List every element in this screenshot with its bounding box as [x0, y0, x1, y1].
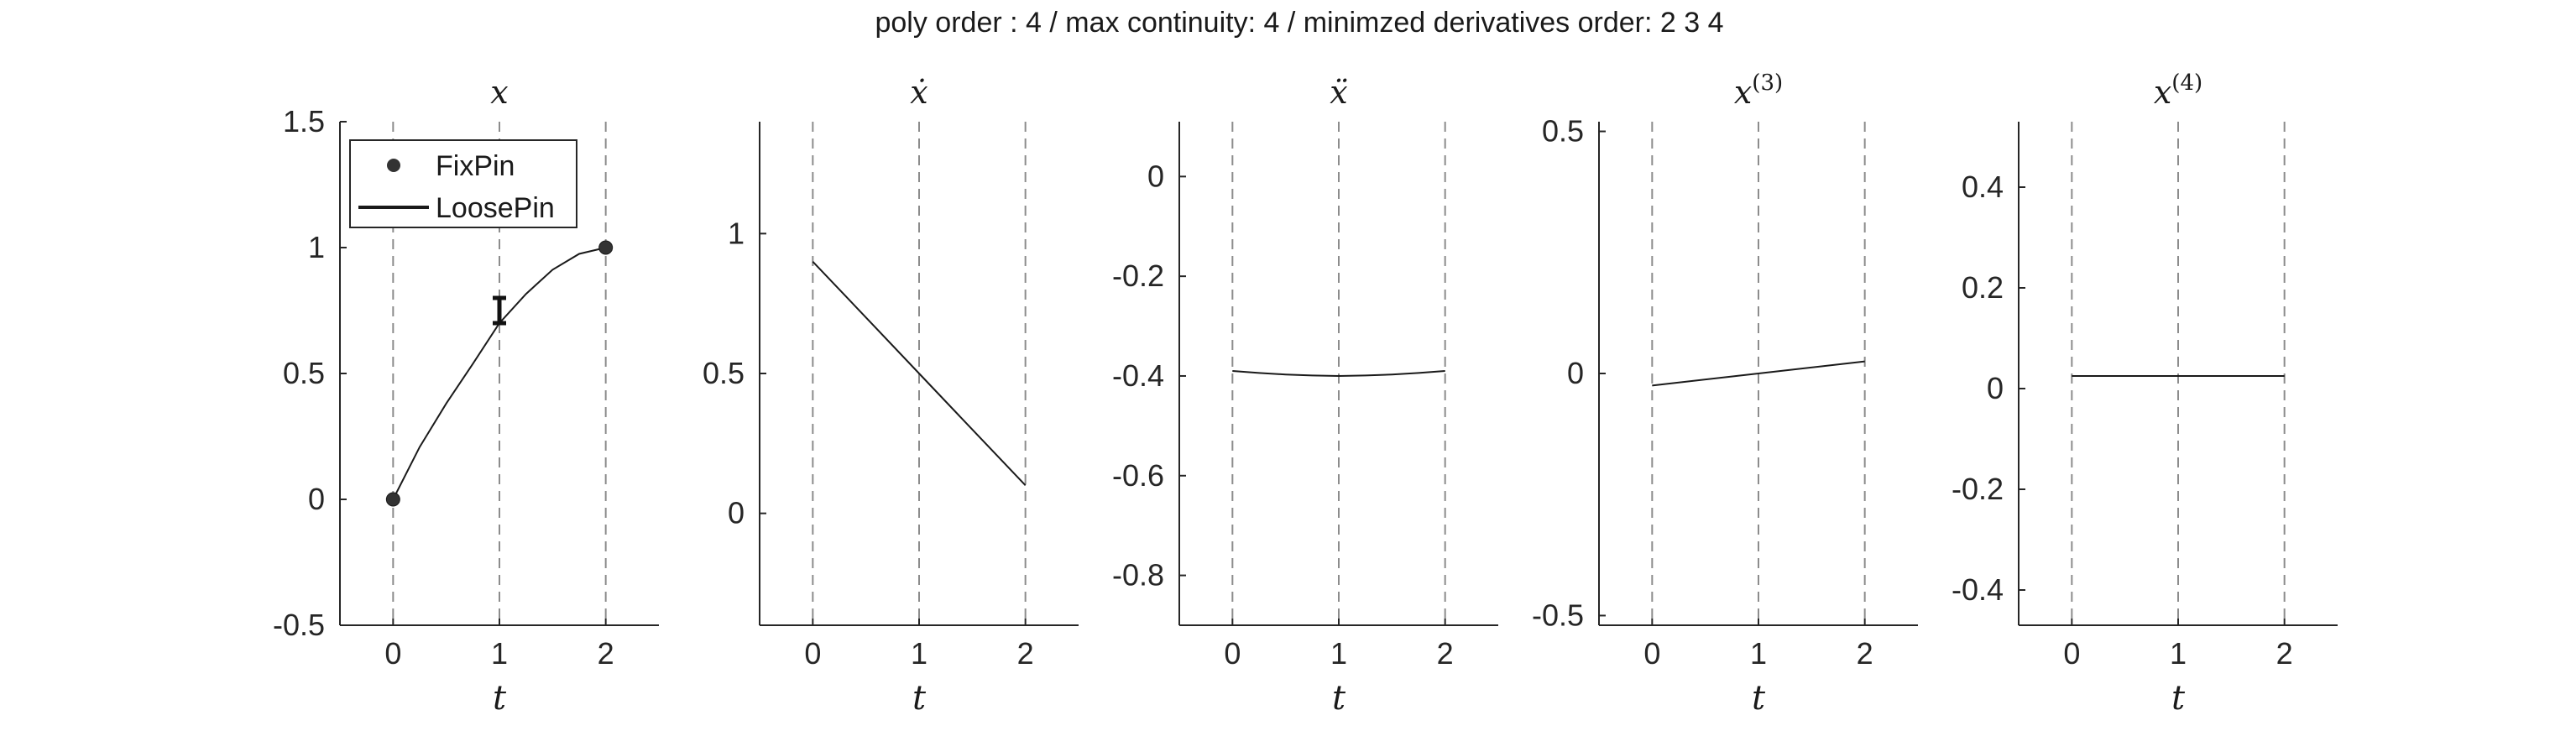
subplot-3: 0 1 2 0 -0.2 -0.4 -0.6 -0.8 t ẍ [1112, 74, 1498, 718]
y-tick-label: -0.4 [1952, 572, 2004, 607]
y-tick-label: 0 [1567, 356, 1584, 390]
subplot-1: 0 1 2 -0.5 0 0.5 1 1.5 t x FixPin LoosePin [273, 74, 659, 718]
legend-label: LoosePin [436, 192, 555, 224]
y-tick-label: 0 [1987, 371, 2004, 405]
subplot-title-main: x [490, 74, 508, 111]
y-tick-label: -0.5 [1532, 598, 1584, 632]
x-axis-label: t [2171, 679, 2186, 718]
y-tick-label: 0.2 [1962, 270, 2004, 305]
x-axis-label: t [1332, 679, 1346, 718]
y-tick-label: -0.8 [1112, 558, 1164, 593]
x-axis-label: t [912, 679, 927, 718]
y-tick-label: -0.2 [1112, 258, 1164, 293]
x-tick-label: 2 [1017, 636, 1034, 671]
subplot-title: ẋ [910, 74, 927, 111]
x-tick-label: 0 [804, 636, 821, 671]
series-line-1 [1652, 360, 1865, 387]
subplot-title-superscript: (4) [2171, 70, 2202, 96]
y-tick-label: 1 [308, 230, 325, 264]
y-tick-label: -0.4 [1112, 358, 1164, 393]
x-tick-label: 2 [1857, 636, 1873, 671]
x-axis-label: t [493, 679, 507, 718]
y-tick-label: -0.6 [1112, 458, 1164, 493]
series-line-1 [812, 261, 1027, 486]
subplot-2: 0 1 2 0 0.5 1 t ẋ [703, 74, 1079, 718]
y-tick-label: 0 [308, 482, 325, 516]
y-tick-label: -0.2 [1952, 472, 2004, 506]
subplot-5: 0 1 2 0.4 0.2 0 -0.2 -0.4 t x(4) [1952, 70, 2338, 718]
subplots: 0 1 2 -0.5 0 0.5 1 1.5 t x FixPin LoosePin 0 1 2 0 0.5 1 t… [273, 70, 2338, 718]
x-tick-label: 0 [1643, 636, 1660, 671]
subplot-title-superscript: (3) [1752, 70, 1783, 96]
figure-title: poly order : 4 / max continuity: 4 / min… [875, 7, 1723, 39]
y-tick-label: 0.5 [1542, 114, 1584, 149]
legend-marker-dot [387, 159, 400, 172]
data-point-1 [385, 492, 400, 507]
y-tick-label: -0.5 [273, 608, 325, 642]
x-axis-label: t [1752, 679, 1766, 718]
legend-label: FixPin [436, 150, 515, 182]
x-tick-label: 1 [2170, 636, 2187, 671]
subplot-title-main: x [1734, 74, 1752, 111]
x-tick-label: 0 [2063, 636, 2080, 671]
y-tick-label: 0 [728, 496, 745, 530]
legend-box [349, 139, 577, 228]
x-tick-label: 1 [1330, 636, 1347, 671]
y-tick-label: 0 [1147, 159, 1164, 193]
y-tick-label: 0.5 [703, 356, 745, 390]
x-tick-label: 1 [911, 636, 927, 671]
subplot-title-main: ẍ [1330, 74, 1347, 111]
x-tick-label: 1 [1750, 636, 1767, 671]
data-point-2 [598, 240, 614, 255]
y-tick-label: 1 [728, 216, 745, 250]
subplot-title: x [490, 74, 508, 111]
y-tick-label: 0.5 [283, 356, 325, 390]
subplot-4: 0 1 2 0.5 0 -0.5 t x(3) [1532, 70, 1918, 718]
x-tick-label: 2 [2276, 636, 2293, 671]
y-tick-label: 0.4 [1962, 170, 2004, 204]
x-tick-label: 0 [1224, 636, 1241, 671]
legend: FixPin LoosePin [349, 139, 577, 228]
series-line-1 [1232, 370, 1445, 378]
subplot-title-main: ẋ [910, 74, 927, 111]
subplot-title: ẍ [1330, 74, 1347, 111]
x-tick-label: 1 [491, 636, 508, 671]
x-tick-label: 2 [1437, 636, 1454, 671]
x-tick-label: 0 [384, 636, 401, 671]
subplot-title: x(3) [1734, 70, 1783, 111]
subplot-title-main: x [2154, 74, 2171, 111]
x-tick-label: 2 [598, 636, 614, 671]
subplot-title: x(4) [2154, 70, 2202, 111]
y-tick-label: 1.5 [283, 104, 325, 138]
